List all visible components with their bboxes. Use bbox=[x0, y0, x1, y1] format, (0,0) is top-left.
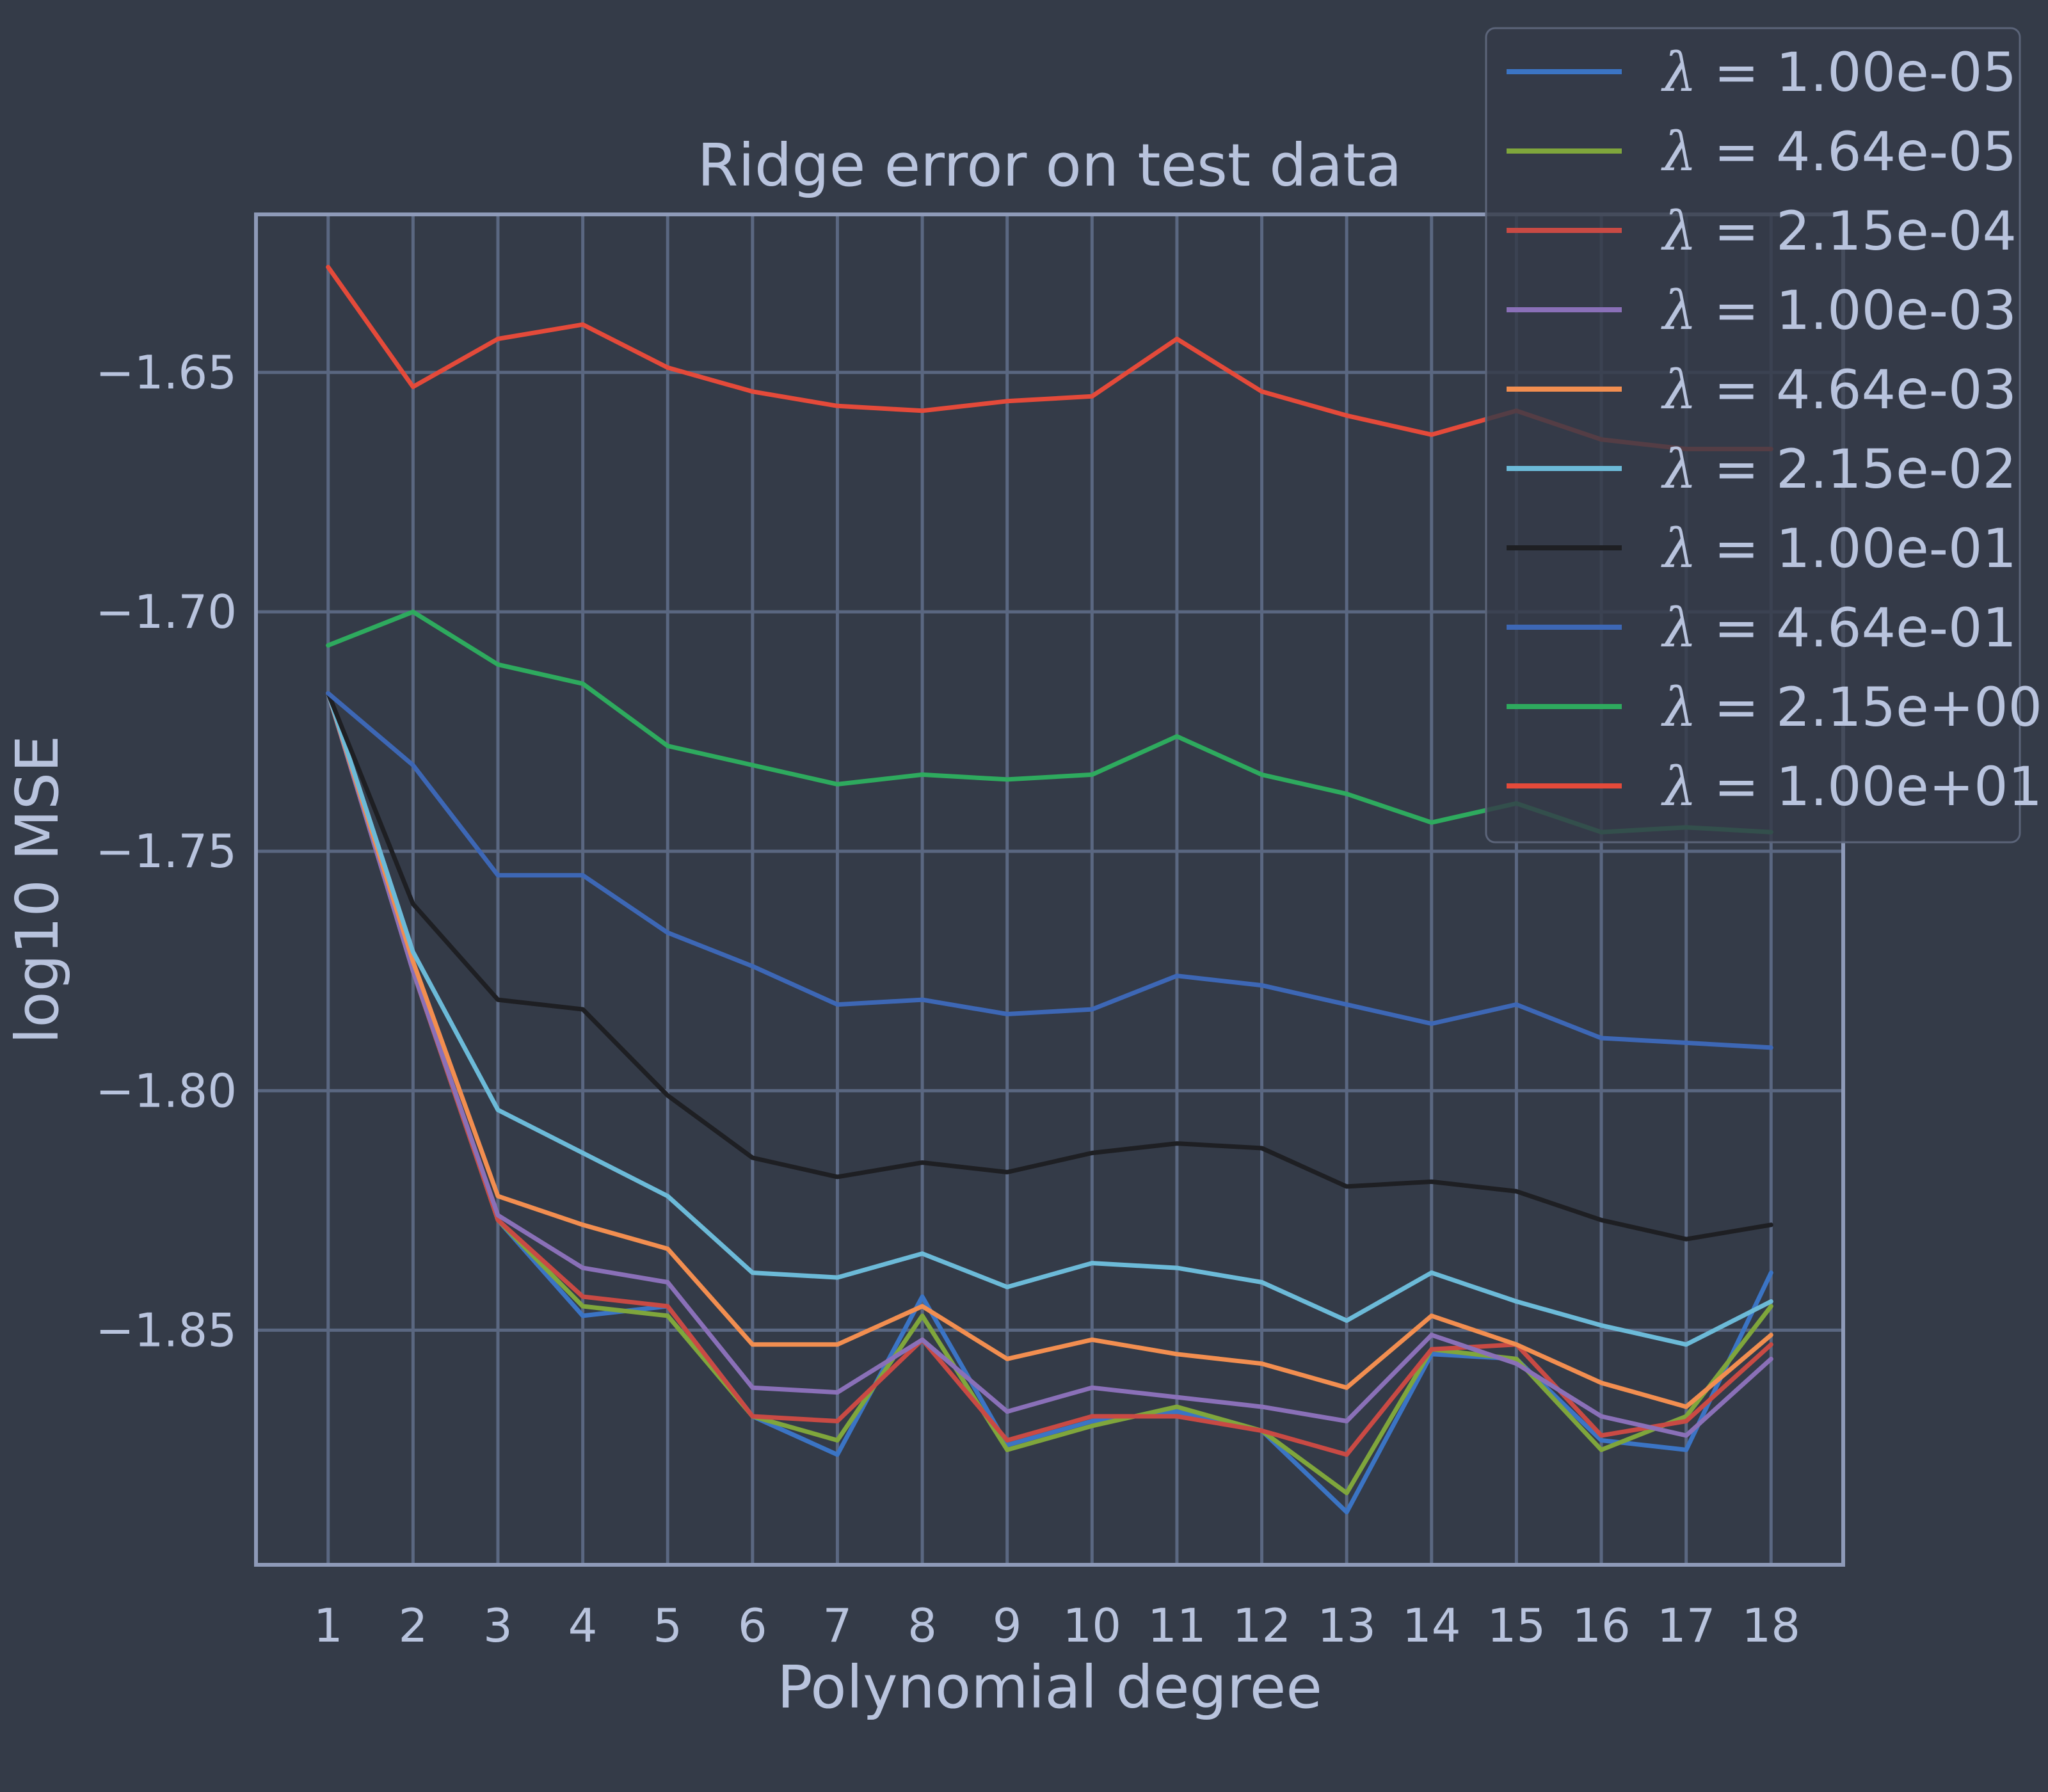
y-axis-label: log10 MSE bbox=[3, 735, 72, 1044]
legend-symbol: λ bbox=[1661, 438, 1697, 500]
legend-symbol: λ bbox=[1661, 41, 1697, 104]
series-line-3 bbox=[326, 691, 1773, 1438]
x-tick-label: 18 bbox=[1741, 1599, 1800, 1652]
x-tick-label: 10 bbox=[1062, 1599, 1121, 1652]
y-tick-label: −1.80 bbox=[95, 1064, 237, 1117]
series-line-4 bbox=[326, 691, 1773, 1409]
legend-label: = 2.15e-02 bbox=[1697, 438, 2017, 500]
x-tick-label: 12 bbox=[1233, 1599, 1292, 1652]
legend-symbol: λ bbox=[1661, 755, 1697, 818]
plot-frame bbox=[254, 212, 1845, 1567]
y-tick-label: −1.70 bbox=[95, 585, 237, 639]
series-line-2 bbox=[326, 691, 1773, 1457]
x-tick-label: 8 bbox=[908, 1599, 937, 1652]
x-tick-label: 1 bbox=[314, 1599, 343, 1652]
y-tick-label: −1.65 bbox=[95, 346, 237, 399]
series-line-6 bbox=[326, 691, 1773, 1242]
legend-entry: λ = 4.64e-03 bbox=[1661, 358, 2017, 421]
legend-symbol: λ bbox=[1661, 676, 1697, 739]
x-tick-label: 6 bbox=[738, 1599, 767, 1652]
legend-label: = 4.64e-03 bbox=[1697, 358, 2017, 421]
legend-label: = 1.00e-01 bbox=[1697, 517, 2017, 580]
x-tick-label: 7 bbox=[823, 1599, 852, 1652]
legend-symbol: λ bbox=[1661, 517, 1697, 580]
x-tick-label: 17 bbox=[1657, 1599, 1716, 1652]
y-tick-labels: −1.65 −1.70 −1.75 −1.80 −1.85 bbox=[95, 346, 237, 1357]
legend-label: = 1.00e+01 bbox=[1697, 755, 2042, 818]
legend-symbol: λ bbox=[1661, 358, 1697, 421]
series-line-5 bbox=[326, 691, 1773, 1347]
y-tick-label: −1.85 bbox=[95, 1303, 237, 1357]
x-tick-label: 13 bbox=[1317, 1599, 1376, 1652]
legend-entry: λ = 2.15e-02 bbox=[1661, 438, 2017, 500]
legend-label: = 2.15e-04 bbox=[1697, 200, 2017, 262]
legend-entry: λ = 1.00e-05 bbox=[1661, 41, 2017, 104]
legend-label: = 1.00e-05 bbox=[1697, 41, 2017, 104]
x-tick-label: 9 bbox=[993, 1599, 1022, 1652]
legend-label: = 4.64e-05 bbox=[1697, 120, 2017, 183]
x-tick-label: 11 bbox=[1148, 1599, 1206, 1652]
x-tick-label: 14 bbox=[1402, 1599, 1461, 1652]
legend-entry: λ = 4.64e-01 bbox=[1661, 596, 2017, 659]
x-axis-label: Polynomial degree bbox=[777, 1653, 1322, 1722]
legend-label: = 2.15e+00 bbox=[1697, 676, 2042, 739]
x-tick-labels: 1 2 3 4 5 6 7 8 9 10 11 12 13 14 15 16 17 18 bbox=[314, 1599, 1800, 1652]
legend: λ = 1.00e-05λ = 4.64e-05λ = 2.15e-04λ = … bbox=[1485, 27, 2042, 844]
series-line-7 bbox=[326, 691, 1773, 1050]
legend-symbol: λ bbox=[1661, 200, 1697, 262]
legend-entry: λ = 2.15e-04 bbox=[1661, 200, 2017, 262]
x-tick-label: 5 bbox=[653, 1599, 682, 1652]
legend-symbol: λ bbox=[1661, 279, 1697, 342]
x-tick-label: 4 bbox=[568, 1599, 598, 1652]
legend-entry: λ = 1.00e+01 bbox=[1661, 755, 2042, 818]
x-tick-label: 2 bbox=[398, 1599, 428, 1652]
legend-entry: λ = 1.00e-01 bbox=[1661, 517, 2017, 580]
x-tick-label: 16 bbox=[1572, 1599, 1631, 1652]
legend-label: = 4.64e-01 bbox=[1697, 596, 2017, 659]
legend-symbol: λ bbox=[1661, 120, 1697, 183]
legend-entry: λ = 1.00e-03 bbox=[1661, 279, 2017, 342]
x-tick-label: 3 bbox=[483, 1599, 513, 1652]
chart-title: Ridge error on test data bbox=[697, 131, 1402, 200]
y-tick-label: −1.75 bbox=[95, 824, 237, 878]
legend-label: = 1.00e-03 bbox=[1697, 279, 2017, 342]
legend-entry: λ = 4.64e-05 bbox=[1661, 120, 2017, 183]
x-tick-label: 15 bbox=[1487, 1599, 1546, 1652]
legend-symbol: λ bbox=[1661, 596, 1697, 659]
legend-entry: λ = 2.15e+00 bbox=[1661, 676, 2042, 739]
